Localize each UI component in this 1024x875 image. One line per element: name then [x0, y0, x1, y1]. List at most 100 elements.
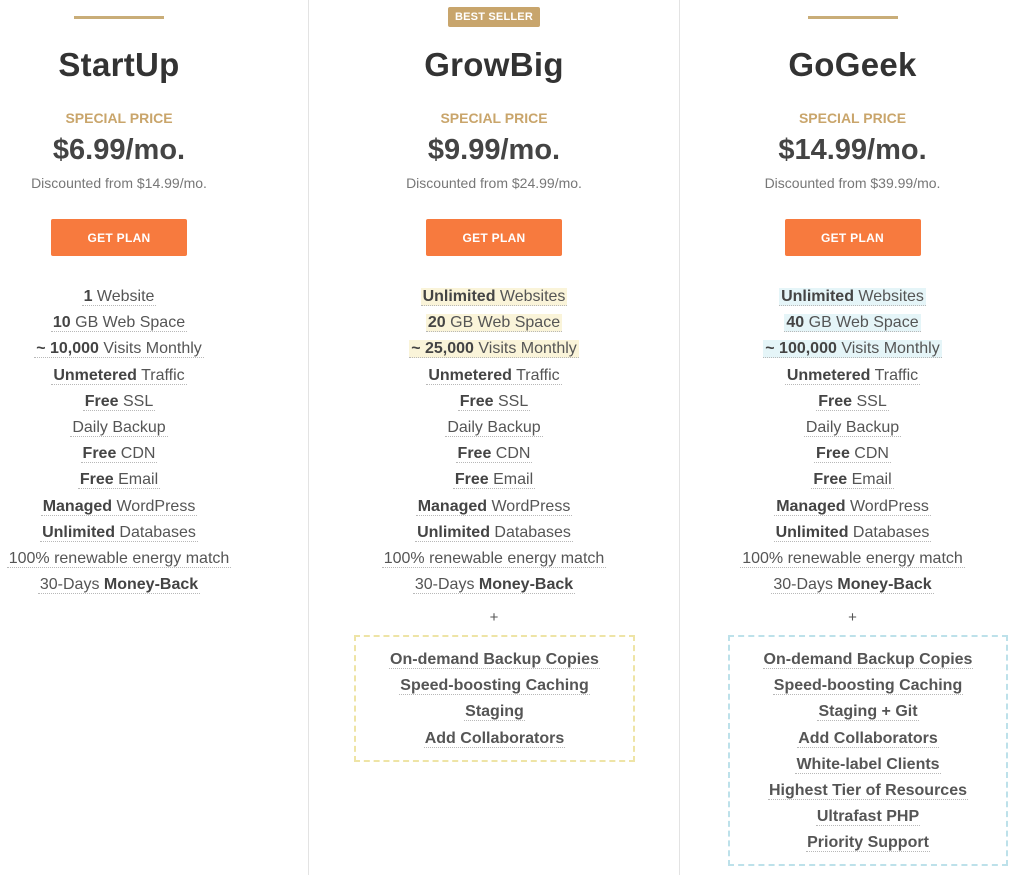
plus-sign: +	[848, 609, 857, 626]
discount-text: Discounted from $24.99/mo.	[406, 175, 582, 191]
feature-item: Free Email	[681, 469, 1024, 495]
feature-label: CDN	[491, 445, 531, 463]
feature-text[interactable]: Free SSL	[816, 392, 889, 411]
feature-text[interactable]: Unlimited Databases	[415, 523, 573, 542]
feature-text[interactable]: ~ 10,000 Visits Monthly	[34, 340, 204, 359]
feature-bold: Managed	[417, 497, 488, 515]
feature-item: Daily Backup	[0, 417, 238, 443]
feature-item: Free Email	[309, 469, 679, 495]
feature-text[interactable]: ~ 25,000 Visits Monthly	[409, 340, 579, 359]
feature-bold: Money-Back	[103, 576, 199, 594]
plan-price: $6.99/mo.	[52, 134, 186, 166]
feature-text[interactable]: Free CDN	[814, 445, 891, 464]
feature-text[interactable]: 1 Website	[81, 288, 157, 306]
feature-text[interactable]: 40 GB Web Space	[784, 314, 921, 333]
plan-top-accent	[74, 16, 164, 19]
feature-list: Unlimited Websites 20 GB Web Space ~ 25,00…	[309, 286, 679, 600]
feature-label: Daily Backup	[72, 418, 166, 436]
feature-bold: Unmetered	[786, 366, 871, 384]
extra-feature-text[interactable]: Speed-boosting Caching	[399, 677, 590, 696]
extra-feature-text[interactable]: Staging + Git	[817, 703, 919, 722]
feature-prefix: 30-Days	[414, 576, 479, 594]
feature-item: 1 Website	[0, 286, 238, 312]
feature-item: Free SSL	[0, 391, 238, 417]
feature-text[interactable]: 100% renewable energy match	[381, 549, 607, 568]
feature-text[interactable]: 100% renewable energy match	[6, 549, 232, 568]
feature-text[interactable]: 30-Days Money-Back	[37, 576, 201, 595]
plan-name: GrowBig	[424, 46, 564, 83]
special-price-label: SPECIAL PRICE	[65, 110, 173, 126]
feature-text[interactable]: 20 GB Web Space	[425, 314, 563, 333]
feature-item: Unlimited Websites	[681, 286, 1024, 312]
extra-feature-text[interactable]: Staging	[464, 703, 525, 722]
feature-text[interactable]: 100% renewable energy match	[740, 549, 965, 568]
feature-label: Databases	[489, 523, 571, 541]
feature-label: Daily Backup	[805, 418, 900, 436]
feature-text[interactable]: Free CDN	[80, 445, 158, 464]
feature-text[interactable]: Managed WordPress	[40, 497, 198, 516]
feature-text[interactable]: 30-Days Money-Back	[412, 576, 576, 595]
feature-text[interactable]: Unmetered Traffic	[784, 366, 921, 385]
feature-text[interactable]: Free Email	[811, 471, 894, 490]
feature-item: 20 GB Web Space	[309, 312, 679, 338]
feature-text[interactable]: Free CDN	[455, 445, 533, 464]
feature-prefix: 30-Days	[773, 576, 838, 594]
feature-text[interactable]: 10 GB Web Space	[50, 314, 188, 333]
feature-text[interactable]: Managed WordPress	[774, 497, 931, 516]
extra-feature-text[interactable]: Add Collaborators	[797, 729, 939, 748]
feature-item: Free Email	[0, 469, 238, 495]
get-plan-button[interactable]: GET PLAN	[784, 219, 921, 256]
special-price-label: SPECIAL PRICE	[440, 110, 548, 126]
plan-card-gogeek: GoGeek SPECIAL PRICE $14.99/mo. Discount…	[681, 0, 1024, 875]
feature-text[interactable]: Unmetered Traffic	[51, 366, 187, 385]
extra-feature-text[interactable]: Highest Tier of Resources	[768, 781, 968, 800]
extra-feature-text[interactable]: Priority Support	[806, 834, 930, 853]
feature-item: Unlimited Websites	[309, 286, 679, 312]
feature-text[interactable]: Unlimited Databases	[40, 523, 198, 542]
feature-label: WordPress	[112, 497, 196, 515]
feature-item: Unlimited Databases	[681, 522, 1024, 548]
feature-label: Daily Backup	[447, 418, 541, 436]
feature-text[interactable]: 30-Days Money-Back	[771, 576, 934, 595]
feature-label: Traffic	[511, 366, 560, 384]
feature-text[interactable]: Free Email	[77, 471, 161, 490]
feature-text[interactable]: Unmetered Traffic	[426, 366, 562, 385]
feature-text[interactable]: Unlimited Websites	[420, 288, 568, 306]
feature-item: Free CDN	[0, 443, 238, 469]
feature-text[interactable]: ~ 100,000 Visits Monthly	[763, 340, 942, 359]
extra-feature-text[interactable]: Add Collaborators	[423, 729, 566, 748]
feature-text[interactable]: Daily Backup	[803, 418, 902, 437]
feature-item: Managed WordPress	[309, 496, 679, 522]
get-plan-button[interactable]: GET PLAN	[426, 219, 562, 256]
feature-text[interactable]: Free Email	[452, 471, 536, 490]
feature-label: Email	[488, 471, 534, 489]
feature-prefix: 30-Days	[39, 576, 104, 594]
extras-box: On-demand Backup Copies Speed-boosting Ca…	[728, 635, 1008, 866]
feature-text[interactable]: Unlimited Websites	[779, 288, 926, 306]
feature-text[interactable]: Free SSL	[82, 392, 156, 411]
feature-list: Unlimited Websites 40 GB Web Space ~ 100,0…	[681, 286, 1024, 600]
feature-text[interactable]: Managed WordPress	[415, 497, 573, 516]
feature-item: Unmetered Traffic	[681, 365, 1024, 391]
extra-feature-item: White-label Clients	[730, 754, 1006, 780]
extra-feature-text[interactable]: White-label Clients	[795, 755, 941, 774]
feature-bold: Unlimited	[422, 288, 496, 305]
extra-feature-text[interactable]: On-demand Backup Copies	[762, 651, 974, 669]
extra-feature-text[interactable]: Ultrafast PHP	[815, 808, 921, 827]
extra-feature-text[interactable]: Speed-boosting Caching	[772, 677, 964, 696]
feature-item: Daily Backup	[309, 417, 679, 443]
feature-bold: Unmetered	[53, 366, 137, 384]
feature-label: Databases	[114, 523, 196, 541]
feature-text[interactable]: Unlimited Databases	[773, 523, 932, 542]
get-plan-button[interactable]: GET PLAN	[51, 219, 187, 256]
feature-text[interactable]: Free SSL	[457, 392, 531, 411]
feature-bold: Free	[454, 471, 489, 489]
discount-text: Discounted from $14.99/mo.	[31, 175, 207, 191]
extra-feature-item: Staging + Git	[730, 701, 1006, 727]
feature-item: Daily Backup	[681, 417, 1024, 443]
feature-item: ~ 10,000 Visits Monthly	[0, 338, 238, 364]
plan-card-growbig: BEST SELLER GrowBig SPECIAL PRICE $9.99/…	[308, 0, 680, 875]
feature-text[interactable]: Daily Backup	[70, 418, 168, 437]
feature-text[interactable]: Daily Backup	[445, 418, 543, 437]
extra-feature-text[interactable]: On-demand Backup Copies	[389, 651, 600, 669]
